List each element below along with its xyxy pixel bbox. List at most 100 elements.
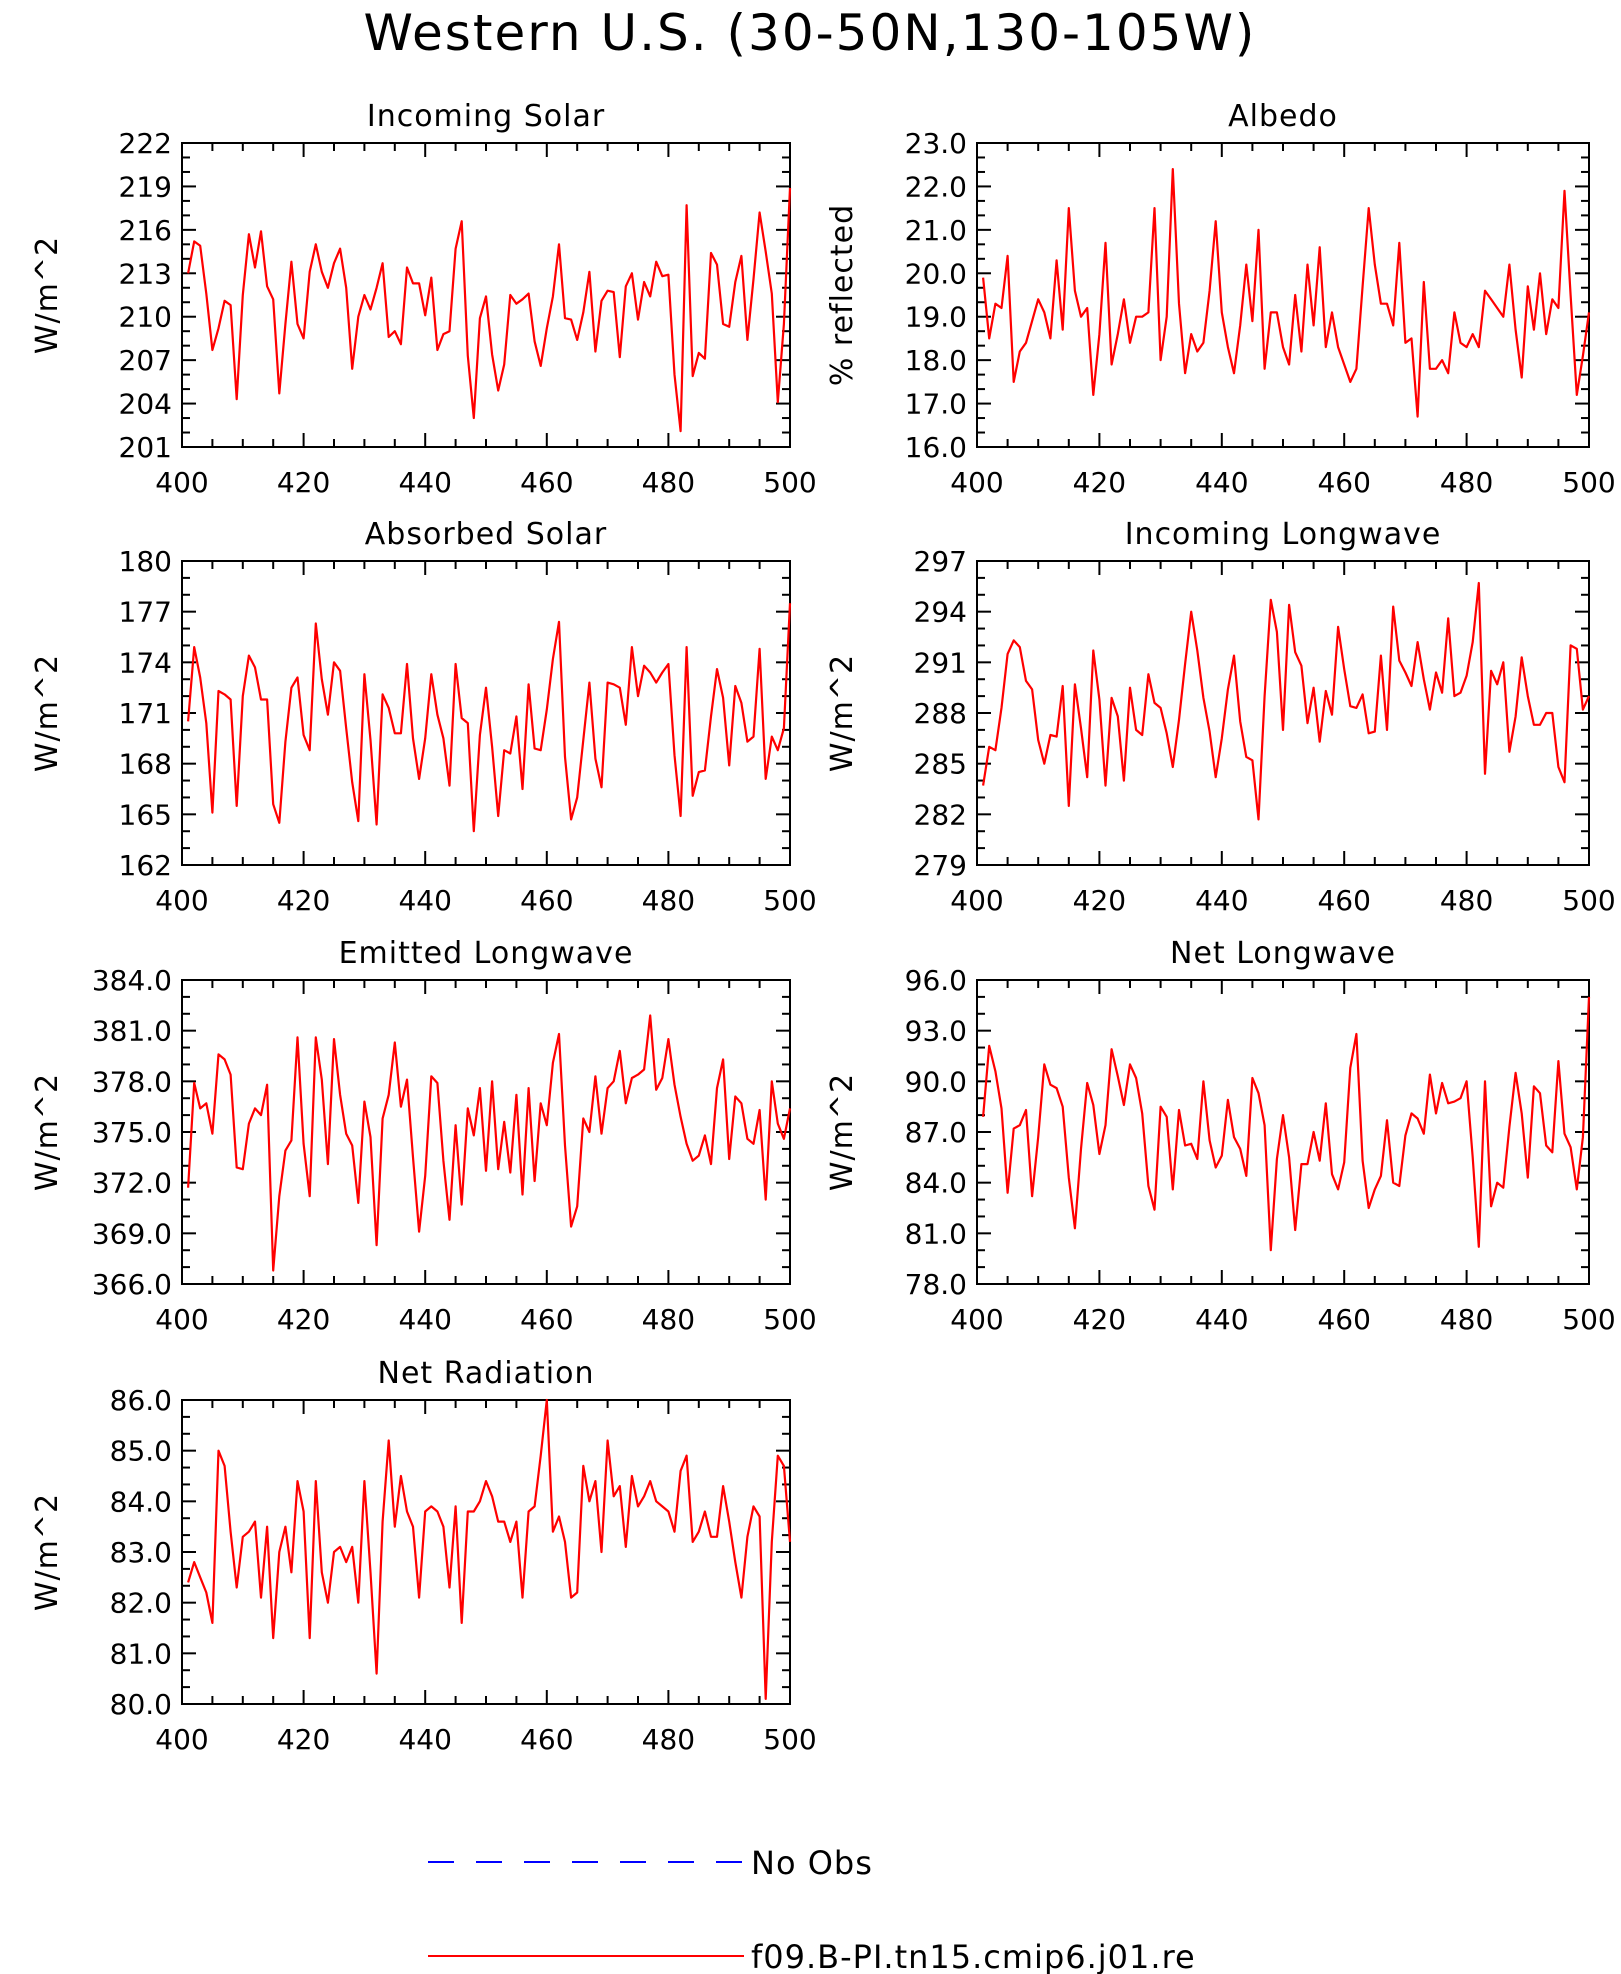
albedo-panel: Albedo 400 420 440 460 480 500 16.0 17.0 18.0 19.0… bbox=[825, 99, 1616, 499]
absorbed-solar-xtick-label: 400 bbox=[155, 884, 208, 917]
emitted-longwave-ytick-label: 372.0 bbox=[92, 1167, 172, 1200]
net-longwave-ytick-label: 81.0 bbox=[905, 1217, 967, 1250]
albedo-ytick-label: 21.0 bbox=[905, 214, 967, 247]
emitted-longwave-title: Emitted Longwave bbox=[339, 936, 634, 971]
albedo-xtick-label: 500 bbox=[1562, 466, 1615, 499]
albedo-ytick-label: 23.0 bbox=[905, 127, 967, 160]
incoming-longwave-ytick-label: 291 bbox=[914, 646, 967, 679]
albedo-ytick-label: 19.0 bbox=[905, 301, 967, 334]
absorbed-solar-xtick-label: 440 bbox=[398, 884, 451, 917]
net-radiation-ytick-label: 85.0 bbox=[110, 1435, 172, 1468]
net-radiation-xtick-label: 400 bbox=[155, 1723, 208, 1756]
emitted-longwave-xtick-label: 400 bbox=[155, 1303, 208, 1336]
absorbed-solar-ytick-label: 165 bbox=[119, 798, 172, 831]
incoming-solar-xtick-label: 440 bbox=[398, 466, 451, 499]
incoming-longwave-ytick-label: 279 bbox=[914, 849, 967, 882]
incoming-longwave-ytick-label: 285 bbox=[914, 748, 967, 781]
absorbed-solar-ytick-label: 162 bbox=[119, 849, 172, 882]
incoming-longwave-series-line bbox=[982, 581, 1591, 821]
legend-label-no-obs: No Obs bbox=[751, 1844, 873, 1882]
absorbed-solar-title: Absorbed Solar bbox=[365, 517, 607, 552]
net-radiation-ytick-label: 84.0 bbox=[110, 1485, 172, 1518]
emitted-longwave-ylabel: W/m^2 bbox=[30, 1073, 65, 1191]
net-radiation-xtick-label: 420 bbox=[277, 1723, 330, 1756]
net-longwave-ytick-label: 90.0 bbox=[905, 1065, 967, 1098]
incoming-solar-ytick-label: 204 bbox=[119, 388, 172, 421]
figure-title: Western U.S. (30-50N,130-105W) bbox=[364, 4, 1257, 62]
net-radiation-ylabel: W/m^2 bbox=[30, 1493, 65, 1611]
absorbed-solar-ytick-label: 174 bbox=[119, 646, 172, 679]
emitted-longwave-ytick-label: 375.0 bbox=[92, 1116, 172, 1149]
albedo-ytick-label: 18.0 bbox=[905, 344, 967, 377]
absorbed-solar-ytick-label: 180 bbox=[119, 545, 172, 578]
net-radiation-series-line bbox=[187, 1398, 792, 1701]
net-radiation-xtick-label: 460 bbox=[520, 1723, 573, 1756]
net-longwave-xtick-label: 460 bbox=[1317, 1303, 1370, 1336]
incoming-solar-title: Incoming Solar bbox=[367, 99, 605, 134]
incoming-solar-ytick-label: 222 bbox=[119, 127, 172, 160]
net-longwave-ytick-label: 84.0 bbox=[905, 1167, 967, 1200]
net-longwave-title: Net Longwave bbox=[1170, 936, 1396, 971]
albedo-xtick-label: 400 bbox=[950, 466, 1003, 499]
incoming-solar-xtick-label: 400 bbox=[155, 466, 208, 499]
incoming-solar-ytick-label: 210 bbox=[119, 301, 172, 334]
net-radiation-panel: Net Radiation 400 420 440 460 480 500 80.0 81.0 8… bbox=[30, 1356, 817, 1756]
emitted-longwave-xtick-label: 420 bbox=[277, 1303, 330, 1336]
albedo-series-line bbox=[982, 168, 1591, 418]
absorbed-solar-ytick-label: 168 bbox=[119, 748, 172, 781]
incoming-longwave-ylabel: W/m^2 bbox=[825, 654, 860, 772]
incoming-solar-xtick-label: 480 bbox=[642, 466, 695, 499]
net-radiation-xtick-label: 440 bbox=[398, 1723, 451, 1756]
net-longwave-xtick-label: 440 bbox=[1195, 1303, 1248, 1336]
incoming-solar-xtick-label: 420 bbox=[277, 466, 330, 499]
emitted-longwave-xtick-label: 500 bbox=[763, 1303, 816, 1336]
emitted-longwave-ytick-label: 381.0 bbox=[92, 1015, 172, 1048]
incoming-longwave-xtick-label: 400 bbox=[950, 884, 1003, 917]
net-longwave-plot-frame bbox=[976, 979, 1590, 1285]
absorbed-solar-ytick-label: 177 bbox=[119, 596, 172, 629]
incoming-longwave-panel: Incoming Longwave 400 420 440 460 480 500 279 28… bbox=[825, 517, 1616, 917]
net-radiation-ytick-label: 81.0 bbox=[110, 1637, 172, 1670]
emitted-longwave-xtick-label: 480 bbox=[642, 1303, 695, 1336]
incoming-longwave-ytick-label: 282 bbox=[914, 798, 967, 831]
net-radiation-title: Net Radiation bbox=[378, 1356, 595, 1391]
net-radiation-ytick-label: 86.0 bbox=[110, 1384, 172, 1417]
albedo-plot-frame bbox=[976, 142, 1590, 448]
net-longwave-ytick-label: 93.0 bbox=[905, 1015, 967, 1048]
incoming-longwave-xtick-label: 440 bbox=[1195, 884, 1248, 917]
net-longwave-xtick-label: 400 bbox=[950, 1303, 1003, 1336]
net-longwave-ylabel: W/m^2 bbox=[825, 1073, 860, 1191]
emitted-longwave-xtick-label: 460 bbox=[520, 1303, 573, 1336]
net-radiation-ytick-label: 80.0 bbox=[110, 1688, 172, 1721]
albedo-xtick-label: 440 bbox=[1195, 466, 1248, 499]
emitted-longwave-ytick-label: 378.0 bbox=[92, 1065, 172, 1098]
absorbed-solar-ylabel: W/m^2 bbox=[30, 654, 65, 772]
albedo-ytick-label: 20.0 bbox=[905, 257, 967, 290]
net-longwave-xtick-label: 420 bbox=[1073, 1303, 1126, 1336]
emitted-longwave-panel: Emitted Longwave 400 420 440 460 480 500 366.0 3… bbox=[30, 936, 817, 1336]
albedo-xtick-label: 480 bbox=[1440, 466, 1493, 499]
net-longwave-ytick-label: 78.0 bbox=[905, 1268, 967, 1301]
incoming-solar-series-line bbox=[187, 187, 792, 433]
incoming-solar-plot-frame bbox=[181, 142, 791, 448]
incoming-longwave-ytick-label: 297 bbox=[914, 545, 967, 578]
albedo-title: Albedo bbox=[1228, 99, 1338, 134]
absorbed-solar-panel: Absorbed Solar 400 420 440 460 480 500 162 165 16… bbox=[30, 517, 817, 917]
net-longwave-panel: Net Longwave 400 420 440 460 480 500 78.0 81.0 84… bbox=[825, 936, 1616, 1336]
emitted-longwave-ytick-label: 366.0 bbox=[92, 1268, 172, 1301]
net-radiation-ytick-label: 82.0 bbox=[110, 1587, 172, 1620]
incoming-solar-panel: Incoming Solar 400 420 440 460 480 500 201 204 20… bbox=[30, 99, 817, 499]
absorbed-solar-ytick-label: 171 bbox=[119, 697, 172, 730]
albedo-ytick-label: 22.0 bbox=[905, 170, 967, 203]
incoming-longwave-xtick-label: 480 bbox=[1440, 884, 1493, 917]
incoming-longwave-xtick-label: 460 bbox=[1317, 884, 1370, 917]
absorbed-solar-series-line bbox=[187, 603, 792, 833]
incoming-solar-ytick-label: 216 bbox=[119, 214, 172, 247]
incoming-solar-ytick-label: 201 bbox=[119, 431, 172, 464]
incoming-solar-xtick-label: 500 bbox=[763, 466, 816, 499]
emitted-longwave-xtick-label: 440 bbox=[398, 1303, 451, 1336]
absorbed-solar-xtick-label: 500 bbox=[763, 884, 816, 917]
net-longwave-xtick-label: 480 bbox=[1440, 1303, 1493, 1336]
net-longwave-series-line bbox=[982, 996, 1591, 1252]
